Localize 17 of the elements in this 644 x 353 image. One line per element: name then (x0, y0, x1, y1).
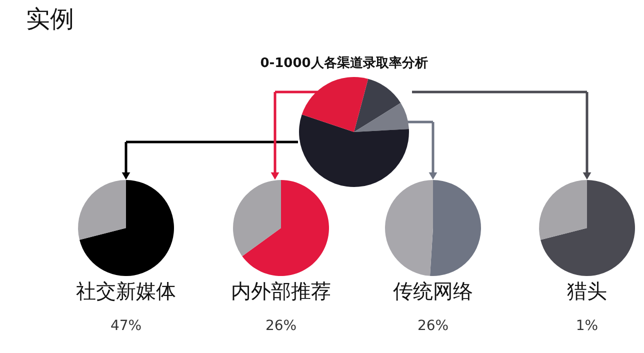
pie-slice (539, 180, 587, 240)
pie-slice (233, 180, 281, 256)
text: 实例 (26, 5, 74, 33)
pie-slice (354, 78, 401, 132)
pie-slice (242, 180, 329, 276)
text: 猎头 (567, 279, 607, 303)
text: 传统网络 (393, 279, 473, 303)
pie-slice (385, 180, 433, 276)
text: 社交新媒体 (76, 279, 176, 303)
text: 47% (110, 318, 142, 334)
text: 内外部推荐 (231, 279, 331, 303)
text: 26% (265, 318, 297, 334)
chart-title: 0-1000人各渠道录取率分析 (260, 55, 428, 71)
pie-slice (299, 114, 409, 187)
text: 26% (417, 318, 449, 334)
pie-slice (78, 180, 126, 240)
text: 1% (576, 318, 598, 334)
